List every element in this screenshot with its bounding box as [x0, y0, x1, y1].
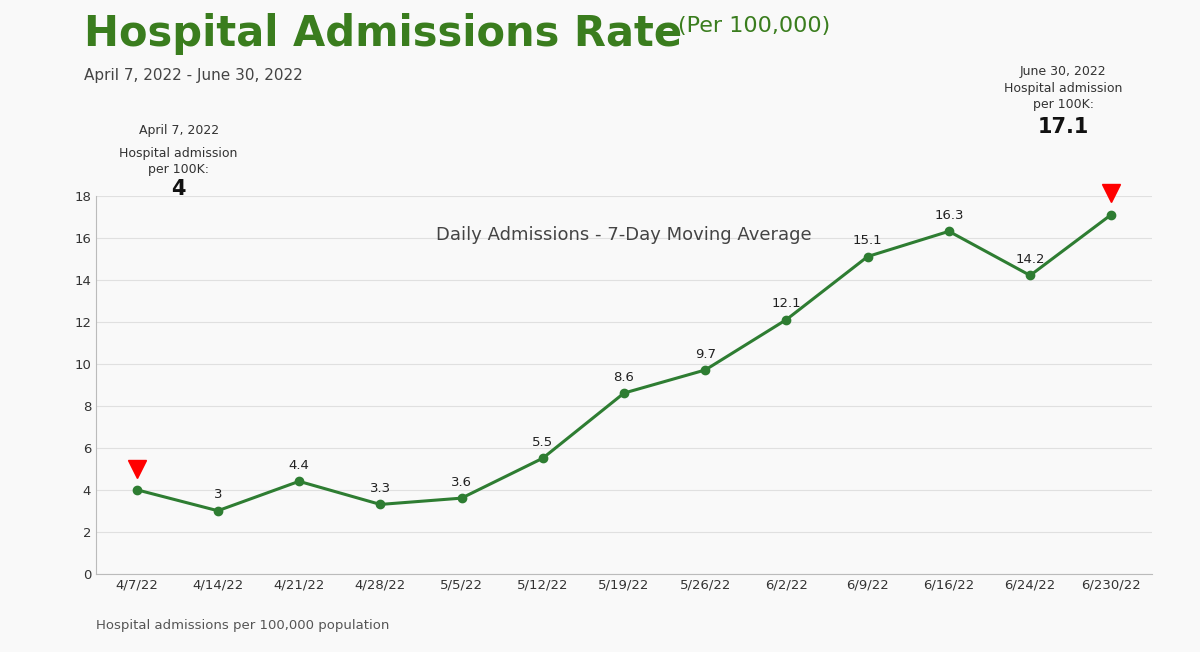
Text: 4.4: 4.4	[289, 459, 310, 472]
Text: 16.3: 16.3	[934, 209, 964, 222]
Text: Hospital admission: Hospital admission	[120, 147, 238, 160]
Text: 3: 3	[214, 488, 222, 501]
Text: June 30, 2022: June 30, 2022	[1020, 65, 1106, 78]
Text: 3.6: 3.6	[451, 476, 472, 489]
Text: Daily Admissions - 7-Day Moving Average: Daily Admissions - 7-Day Moving Average	[436, 226, 812, 244]
Text: 14.2: 14.2	[1015, 253, 1045, 266]
Text: Hospital Admissions Rate: Hospital Admissions Rate	[84, 13, 682, 55]
Text: Hospital admissions per 100,000 population: Hospital admissions per 100,000 populati…	[96, 619, 389, 632]
Text: per 100K:: per 100K:	[1033, 98, 1094, 111]
Text: 4: 4	[172, 179, 186, 199]
Text: April 7, 2022: April 7, 2022	[138, 124, 218, 137]
Text: 17.1: 17.1	[1038, 117, 1090, 137]
Text: 12.1: 12.1	[772, 297, 802, 310]
Text: April 7, 2022 - June 30, 2022: April 7, 2022 - June 30, 2022	[84, 68, 302, 83]
Text: 3.3: 3.3	[370, 482, 391, 495]
Text: Hospital admission: Hospital admission	[1004, 82, 1122, 95]
Text: 9.7: 9.7	[695, 348, 715, 361]
Text: (Per 100,000): (Per 100,000)	[678, 16, 830, 37]
Text: 15.1: 15.1	[853, 234, 882, 247]
Text: 8.6: 8.6	[613, 370, 635, 383]
Text: per 100K:: per 100K:	[148, 163, 209, 176]
Text: 5.5: 5.5	[533, 436, 553, 449]
